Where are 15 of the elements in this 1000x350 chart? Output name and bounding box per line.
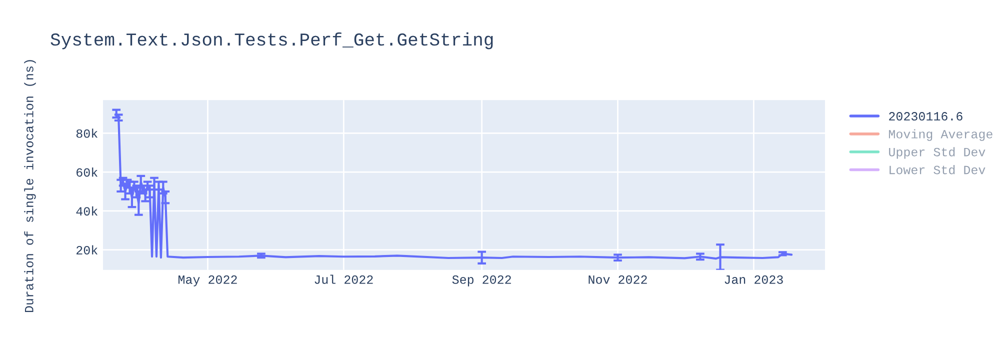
legend-label: 20230116.6 xyxy=(889,112,962,121)
y-tick-label: 20k xyxy=(76,245,98,254)
chart-title: System.Text.Json.Tests.Perf_Get.GetString xyxy=(50,32,493,50)
x-tick-label: Nov 2022 xyxy=(588,275,647,284)
y-tick-label: 40k xyxy=(76,206,98,216)
y-axis-title: Duration of single invocation (ns) xyxy=(24,60,36,312)
legend-label: Moving Average xyxy=(888,129,992,141)
x-tick-label: Jan 2023 xyxy=(724,275,783,284)
x-tick-label: May 2022 xyxy=(178,275,237,286)
y-tick-label: 60k xyxy=(76,168,98,177)
x-tick-label: Jul 2022 xyxy=(314,274,373,284)
y-tick-label: 80k xyxy=(76,128,98,138)
legend-label: Lower Std Dev xyxy=(890,165,986,174)
legend-label: Upper Std Dev xyxy=(889,147,986,159)
x-tick-label: Sep 2022 xyxy=(452,275,511,286)
